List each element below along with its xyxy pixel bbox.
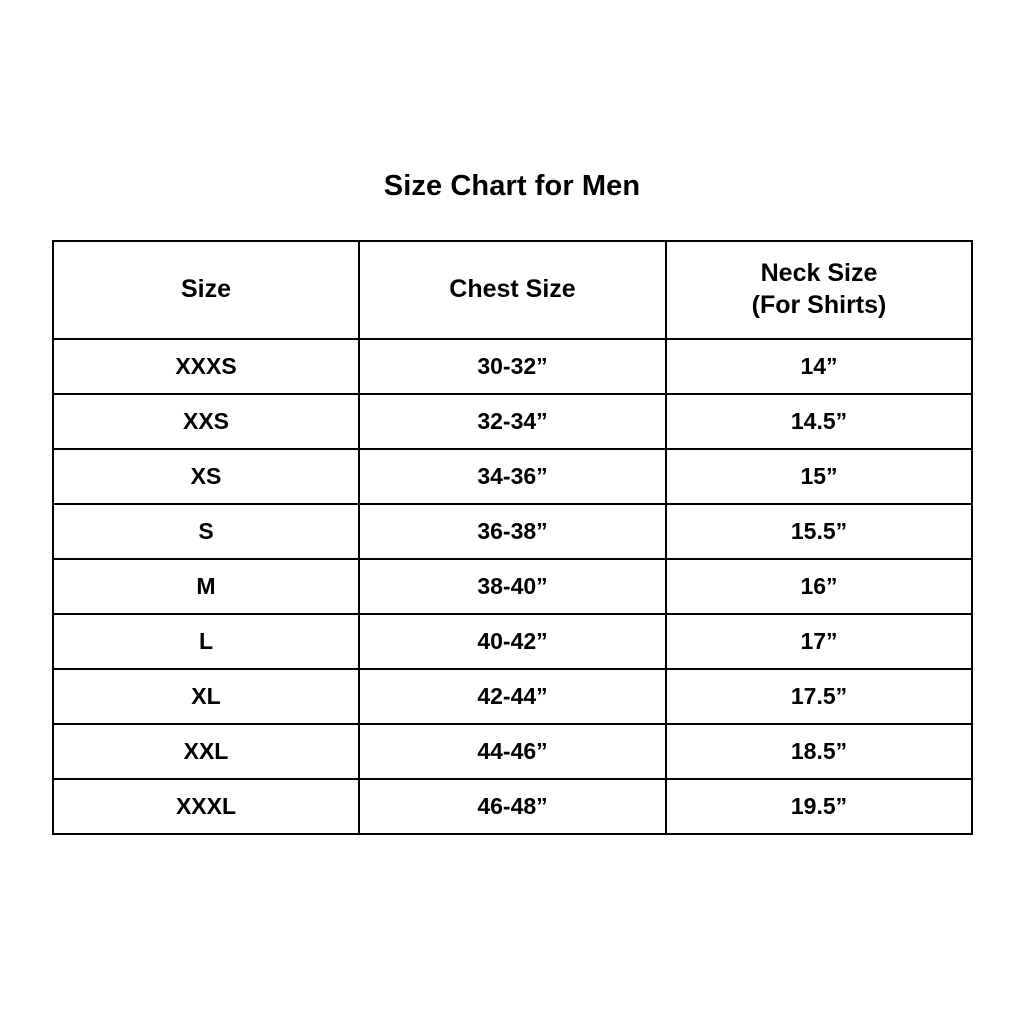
cell-size: XXXL: [52, 778, 360, 835]
cell-size: XXS: [52, 393, 360, 450]
cell-neck: 15.5”: [665, 503, 973, 560]
table-body: XXXS 30-32” 14” XXS 32-34” 14.5” XS 34-3…: [52, 338, 973, 835]
column-header-chest-size-label: Chest Size: [449, 275, 576, 304]
cell-neck: 15”: [665, 448, 973, 505]
cell-neck: 16”: [665, 558, 973, 615]
table-row: XXXS 30-32” 14”: [52, 338, 973, 395]
cell-chest: 40-42”: [358, 613, 667, 670]
cell-neck: 14.5”: [665, 393, 973, 450]
table-row: XXXL 46-48” 19.5”: [52, 778, 973, 835]
cell-chest: 46-48”: [358, 778, 667, 835]
cell-chest: 32-34”: [358, 393, 667, 450]
cell-size: XS: [52, 448, 360, 505]
table-row: XXS 32-34” 14.5”: [52, 393, 973, 450]
table-header: Size Chest Size Neck Size (For Shirts): [52, 240, 973, 340]
table-row: L 40-42” 17”: [52, 613, 973, 670]
cell-neck: 19.5”: [665, 778, 973, 835]
size-chart-table: Size Chest Size Neck Size (For Shirts) X…: [52, 240, 973, 835]
table-row: XL 42-44” 17.5”: [52, 668, 973, 725]
page-title: Size Chart for Men: [383, 170, 641, 202]
table-row: M 38-40” 16”: [52, 558, 973, 615]
column-header-size-label: Size: [180, 275, 232, 304]
cell-chest: 36-38”: [358, 503, 667, 560]
cell-chest: 30-32”: [358, 338, 667, 395]
table-row: XXL 44-46” 18.5”: [52, 723, 973, 780]
column-header-chest-size: Chest Size: [358, 240, 667, 340]
cell-size: XXXS: [52, 338, 360, 395]
column-header-neck-size-label: Neck Size: [760, 259, 878, 288]
table-header-row: Size Chest Size Neck Size (For Shirts): [52, 240, 973, 340]
table-row: S 36-38” 15.5”: [52, 503, 973, 560]
cell-chest: 44-46”: [358, 723, 667, 780]
table-row: XS 34-36” 15”: [52, 448, 973, 505]
cell-neck: 18.5”: [665, 723, 973, 780]
column-header-neck-size: Neck Size (For Shirts): [665, 240, 973, 340]
column-header-size: Size: [52, 240, 360, 340]
cell-chest: 38-40”: [358, 558, 667, 615]
cell-chest: 42-44”: [358, 668, 667, 725]
cell-neck: 17.5”: [665, 668, 973, 725]
cell-size: S: [52, 503, 360, 560]
cell-neck: 14”: [665, 338, 973, 395]
cell-size: M: [52, 558, 360, 615]
cell-chest: 34-36”: [358, 448, 667, 505]
cell-size: XXL: [52, 723, 360, 780]
cell-size: XL: [52, 668, 360, 725]
cell-size: L: [52, 613, 360, 670]
column-header-neck-size-sublabel: (For Shirts): [751, 291, 887, 319]
cell-neck: 17”: [665, 613, 973, 670]
